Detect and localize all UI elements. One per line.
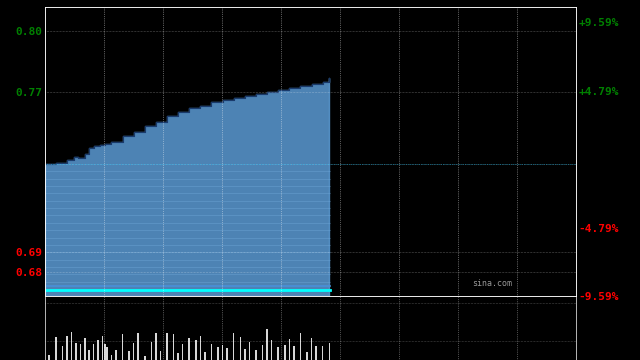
Bar [239,337,241,360]
Bar [227,347,228,360]
Bar [266,329,268,360]
Bar [111,355,112,360]
Bar [144,356,145,360]
Bar [315,346,317,360]
Bar [307,352,308,360]
Bar [93,344,95,360]
Bar [79,344,81,360]
Bar [300,333,301,360]
Bar [138,333,139,360]
Bar [173,334,175,360]
Bar [55,337,57,360]
Bar [262,345,264,360]
Bar [88,350,90,360]
Bar [322,346,323,360]
Bar [102,336,104,360]
Bar [255,350,257,360]
Bar [200,336,201,360]
Bar [222,345,223,360]
Bar [211,345,212,360]
Bar [311,338,312,360]
Bar [49,355,50,360]
Bar [159,351,161,360]
Bar [84,338,86,360]
Bar [70,332,72,360]
Bar [328,343,330,360]
Bar [106,347,108,360]
Bar [182,343,184,360]
Bar [150,342,152,360]
Bar [277,347,279,360]
Bar [166,333,168,360]
Bar [189,338,190,360]
Bar [115,350,116,360]
Bar [155,333,157,360]
Bar [97,339,99,360]
Bar [284,345,285,360]
Bar [122,334,124,360]
Bar [104,344,106,360]
Bar [195,340,196,360]
Bar [75,343,77,360]
Bar [248,342,250,360]
Bar [233,333,234,360]
Bar [204,352,205,360]
Bar [218,347,219,360]
Bar [289,338,290,360]
Bar [177,354,179,360]
Bar [129,351,130,360]
Bar [67,336,68,360]
Bar [133,343,134,360]
Bar [244,349,246,360]
Bar [271,340,272,360]
Bar [293,346,294,360]
Bar [62,346,63,360]
Text: sina.com: sina.com [472,279,512,288]
